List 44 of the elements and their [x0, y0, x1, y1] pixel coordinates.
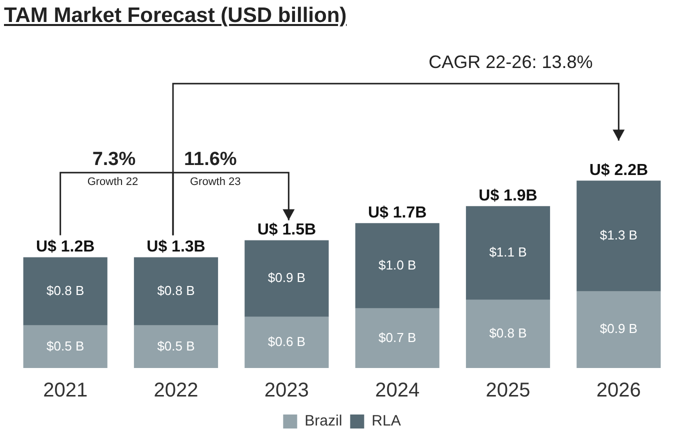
data-label: $0.8 B — [489, 326, 527, 340]
data-label: $0.5 B — [46, 338, 84, 354]
text: 11.6% — [184, 148, 237, 171]
text: CAGR 22-26: 13.8% — [428, 52, 593, 73]
bar — [466, 206, 550, 300]
legend-label: RLA — [372, 412, 401, 430]
bar — [134, 325, 218, 368]
bar — [355, 308, 440, 368]
data-label: $0.9 B — [268, 270, 306, 286]
legend-label: Brazil — [304, 412, 342, 430]
total-label: U$ 1.3B — [146, 238, 206, 256]
bar — [576, 291, 661, 368]
bar — [244, 316, 329, 368]
chart-title: TAM Market Forecast (USD billion) — [4, 4, 347, 28]
x-tick-label: 2021 — [43, 380, 88, 402]
bar — [244, 240, 329, 317]
bar — [23, 257, 108, 326]
annotation: Growth 23 — [190, 176, 241, 188]
bar — [466, 300, 550, 368]
data-label: $0.8 B — [157, 282, 195, 298]
bar — [355, 223, 440, 308]
total-label: U$ 1.5B — [257, 222, 316, 239]
text: 7.3% — [92, 148, 136, 171]
x-tick-label: 2025 — [486, 380, 530, 402]
total-label: U$ 1.7B — [368, 204, 427, 222]
total-label: U$ 2.2B — [589, 162, 648, 179]
bar — [23, 325, 108, 368]
bar — [134, 257, 218, 326]
data-label: $0.6 B — [268, 334, 306, 350]
data-label: $1.1 B — [489, 244, 527, 260]
data-label: $1.0 B — [378, 257, 416, 272]
data-label: $0.8 B — [46, 282, 84, 298]
x-tick-label: 2023 — [264, 380, 309, 402]
data-label: $0.5 B — [157, 338, 195, 354]
x-tick-label: 2026 — [596, 380, 641, 402]
x-tick-label: 2022 — [154, 380, 198, 402]
annotation: Growth 22 — [87, 176, 138, 188]
data-label: $0.7 B — [378, 330, 416, 345]
total-label: U$ 1.2B — [36, 238, 95, 256]
data-label: $0.9 B — [600, 321, 638, 336]
bar — [576, 180, 661, 292]
x-tick-label: 2024 — [375, 380, 420, 402]
data-label: $1.3 B — [600, 228, 638, 243]
total-label: U$ 1.9B — [478, 188, 538, 205]
